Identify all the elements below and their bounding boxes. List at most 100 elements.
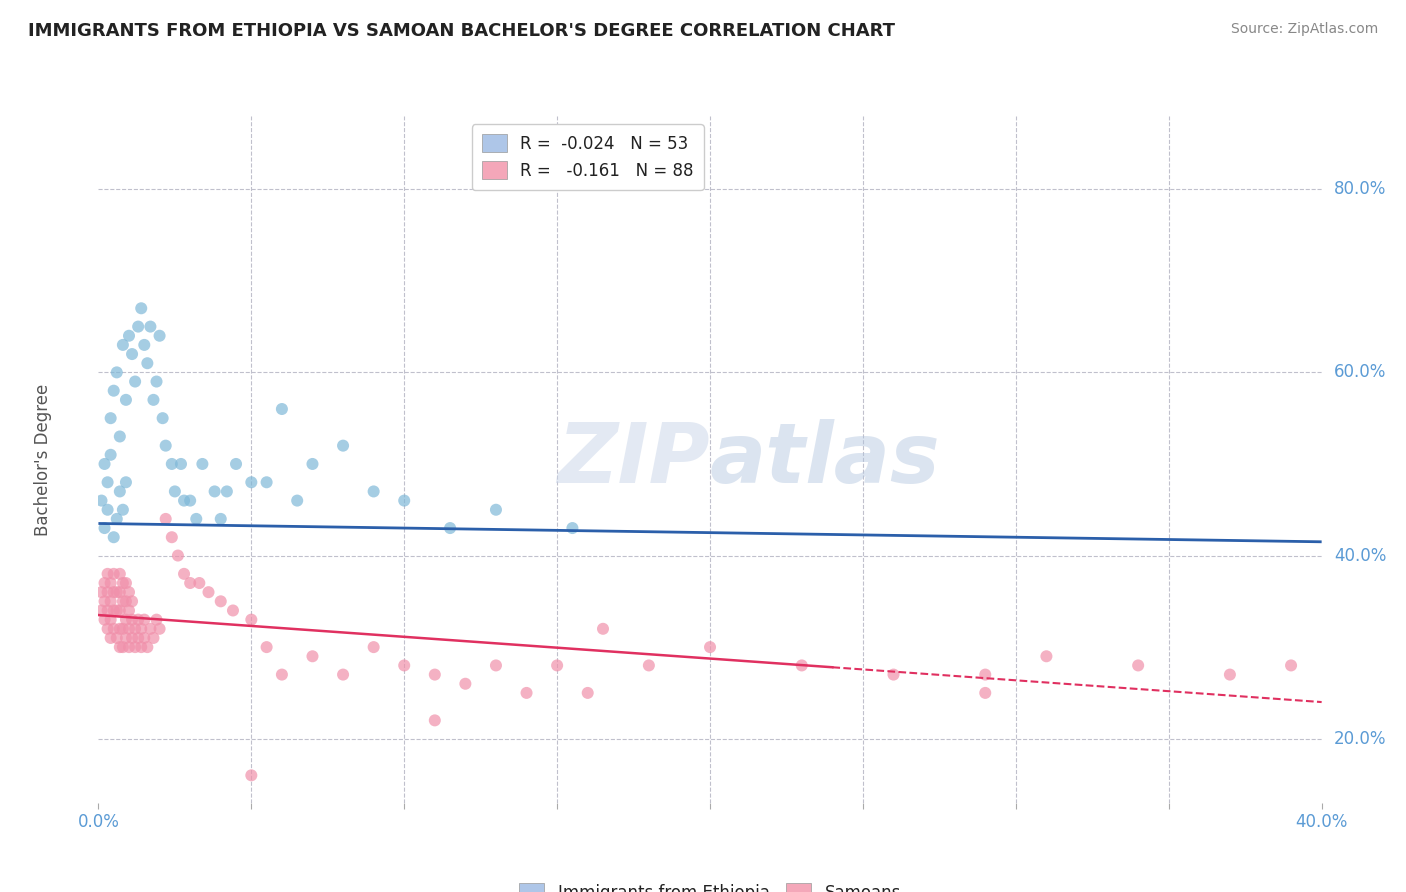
Point (225, 457, 247, 471)
Point (149, 622, 172, 636)
Point (108, 566, 131, 581)
Text: 40.0%: 40.0% (1334, 547, 1386, 565)
Point (1219, 667, 1241, 681)
Point (103, 585, 125, 599)
Point (134, 613, 156, 627)
Point (139, 319, 162, 334)
Point (163, 484, 186, 499)
Point (118, 622, 141, 636)
Point (97, 603, 120, 617)
Text: ZIP: ZIP (557, 419, 710, 500)
Point (485, 658, 508, 673)
Point (90, 603, 112, 617)
Point (592, 622, 614, 636)
Text: atlas: atlas (710, 419, 941, 500)
Point (149, 328, 172, 343)
Point (173, 493, 195, 508)
Point (222, 603, 245, 617)
Point (136, 356, 159, 370)
Point (363, 484, 385, 499)
Point (516, 686, 538, 700)
Point (108, 640, 131, 654)
Point (97, 622, 120, 636)
Point (167, 549, 190, 563)
Point (129, 640, 152, 654)
Text: Bachelor's Degree: Bachelor's Degree (34, 384, 52, 535)
Point (115, 475, 138, 490)
Point (134, 631, 156, 645)
Point (883, 667, 905, 681)
Point (115, 613, 138, 627)
Point (90, 493, 112, 508)
Point (188, 576, 211, 591)
Point (93, 457, 115, 471)
Point (270, 667, 292, 681)
Point (103, 603, 125, 617)
Point (392, 658, 416, 673)
Point (108, 484, 131, 499)
Text: 80.0%: 80.0% (1334, 180, 1386, 198)
Point (93, 613, 115, 627)
Point (111, 576, 134, 591)
Point (108, 429, 131, 443)
Point (179, 576, 201, 591)
Point (139, 622, 162, 636)
Point (103, 622, 125, 636)
Point (108, 622, 131, 636)
Point (111, 338, 134, 352)
Point (197, 585, 219, 599)
Point (1128, 658, 1150, 673)
Point (111, 502, 134, 516)
Point (1279, 658, 1302, 673)
Point (160, 457, 183, 471)
Point (124, 375, 146, 389)
Point (100, 448, 122, 462)
Point (439, 521, 461, 535)
Point (105, 603, 128, 617)
Point (1035, 649, 1057, 664)
Point (124, 640, 146, 654)
Point (121, 594, 143, 608)
Point (142, 631, 165, 645)
Point (129, 301, 152, 316)
Point (332, 667, 354, 681)
Point (561, 521, 583, 535)
Point (105, 631, 128, 645)
Point (97, 475, 120, 490)
Point (121, 631, 143, 645)
Point (974, 686, 997, 700)
Point (121, 347, 143, 361)
Point (142, 392, 165, 407)
Point (145, 613, 167, 627)
Point (118, 640, 141, 654)
Point (204, 484, 226, 499)
Point (118, 603, 141, 617)
Point (124, 622, 146, 636)
Point (170, 457, 193, 471)
Point (121, 613, 143, 627)
Point (115, 576, 138, 591)
Point (790, 658, 813, 673)
Text: Source: ZipAtlas.com: Source: ZipAtlas.com (1230, 22, 1378, 37)
Point (974, 667, 997, 681)
Point (97, 502, 120, 516)
Point (145, 375, 167, 389)
Point (186, 512, 208, 526)
Point (485, 502, 508, 516)
Point (209, 512, 232, 526)
Point (115, 392, 138, 407)
Point (136, 640, 159, 654)
Point (240, 613, 263, 627)
Point (546, 658, 568, 673)
Point (179, 493, 201, 508)
Point (240, 475, 263, 490)
Point (93, 576, 115, 591)
Point (155, 439, 177, 453)
Point (454, 677, 477, 691)
Point (363, 640, 385, 654)
Point (97, 566, 120, 581)
Point (637, 658, 661, 673)
Point (160, 530, 183, 544)
Point (108, 603, 131, 617)
Point (576, 686, 599, 700)
